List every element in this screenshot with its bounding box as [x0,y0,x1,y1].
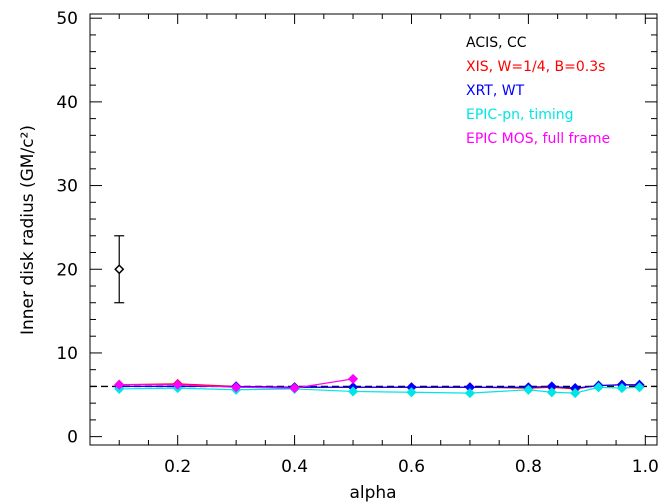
data-point [464,388,476,399]
x-axis-title: alpha [349,483,396,503]
data-point [289,383,300,394]
data-point [114,379,125,390]
legend: ACIS, CC XIS, W=1/4, B=0.3s XRT, WT EPIC-pn… [466,35,610,147]
data-point [593,382,604,393]
x-tick-label: 0.2 [164,457,191,477]
data-point [231,382,242,393]
data-point [114,264,125,275]
y-tick-label: 0 [67,428,78,448]
series-layer [114,235,645,399]
y-tick-label: 30 [56,177,78,197]
data-point [616,383,627,394]
x-tick-label: 0.8 [515,457,542,477]
y-tick-label: 10 [56,344,78,364]
series-0 [114,235,125,304]
y-tick-label: 50 [56,9,78,29]
data-point [406,387,417,398]
data-point [570,388,581,399]
data-point [523,384,534,395]
legend-entry: ACIS, CC [466,35,527,51]
x-tick-label: 0.4 [281,457,308,477]
data-point [172,379,183,390]
axis-layer: 0.2 0.4 0.6 0.8 1.0 0 10 20 30 40 50 [56,9,658,477]
y-tick-label: 40 [56,93,78,113]
plot-frame [89,13,658,446]
data-point [347,386,359,397]
legend-entry: XIS, W=1/4, B=0.3s [466,59,605,75]
legend-entry: EPIC MOS, full frame [466,131,610,147]
y-tick-label: 20 [56,260,78,280]
x-tick-label: 0.6 [398,457,425,477]
data-point [634,382,645,393]
data-point [546,387,557,398]
y-axis-title: Inner disk radius (GM/c²) [18,125,38,335]
data-point [347,373,359,384]
legend-entry: EPIC-pn, timing [466,107,574,123]
x-tick-label: 1.0 [632,457,659,477]
legend-entry: XRT, WT [466,83,525,99]
series-4 [114,373,359,394]
